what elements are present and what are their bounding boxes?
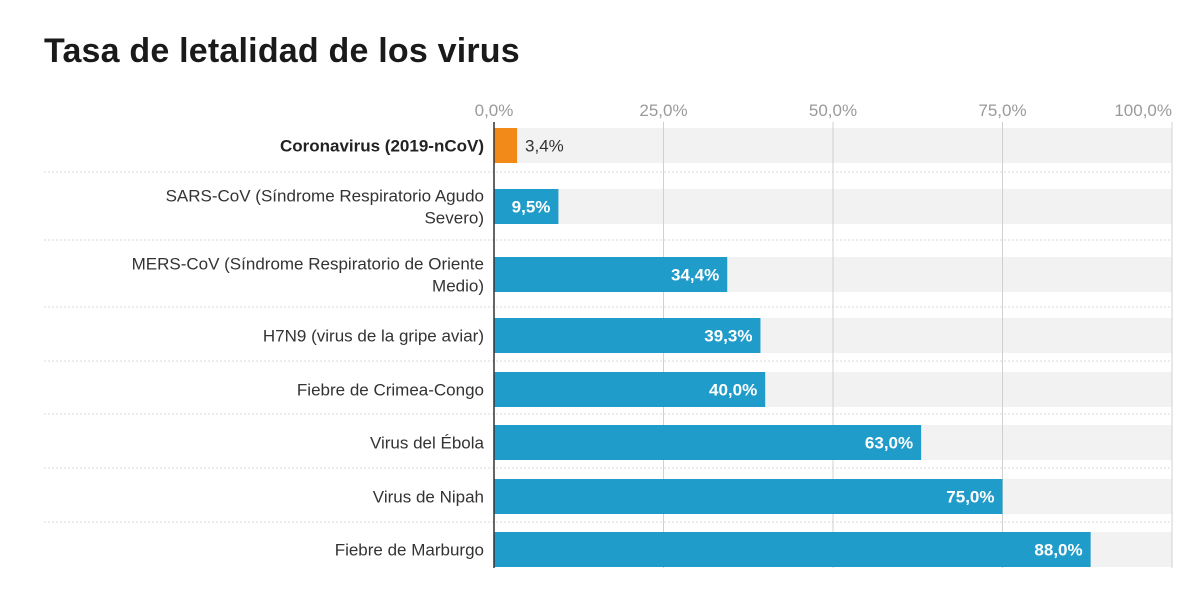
x-tick-label: 50,0% bbox=[809, 101, 857, 120]
category-label: Virus del Ébola bbox=[370, 434, 485, 453]
category-label: SARS-CoV (Síndrome Respiratorio Agudo bbox=[166, 187, 484, 206]
bar bbox=[494, 372, 766, 407]
data-label: 88,0% bbox=[1034, 541, 1082, 560]
bar bbox=[494, 189, 559, 224]
category-label: Severo) bbox=[424, 209, 484, 228]
x-tick-label: 100,0% bbox=[1114, 101, 1172, 120]
category-label: H7N9 (virus de la gripe aviar) bbox=[263, 327, 484, 346]
data-label: 40,0% bbox=[709, 381, 757, 400]
x-tick-label: 25,0% bbox=[639, 101, 687, 120]
category-label: MERS-CoV (Síndrome Respiratorio de Orien… bbox=[132, 255, 484, 274]
data-label: 34,4% bbox=[671, 266, 719, 285]
category-label: Fiebre de Crimea-Congo bbox=[297, 381, 484, 400]
bar bbox=[494, 128, 518, 163]
x-tick-label: 75,0% bbox=[978, 101, 1026, 120]
data-label: 9,5% bbox=[512, 198, 551, 217]
data-label: 39,3% bbox=[704, 327, 752, 346]
bar bbox=[494, 318, 761, 353]
bar bbox=[494, 479, 1003, 514]
bar bbox=[494, 425, 922, 460]
category-label: Virus de Nipah bbox=[373, 488, 484, 507]
category-label: Medio) bbox=[432, 277, 484, 296]
data-label: 75,0% bbox=[946, 488, 994, 507]
bar bbox=[494, 257, 728, 292]
data-label: 3,4% bbox=[525, 137, 564, 156]
chart-title: Tasa de letalidad de los virus bbox=[44, 32, 520, 70]
bar bbox=[494, 532, 1091, 567]
category-label: Fiebre de Marburgo bbox=[335, 541, 484, 560]
category-label: Coronavirus (2019-nCoV) bbox=[280, 137, 484, 156]
x-tick-label: 0,0% bbox=[475, 101, 514, 120]
data-label: 63,0% bbox=[865, 434, 913, 453]
